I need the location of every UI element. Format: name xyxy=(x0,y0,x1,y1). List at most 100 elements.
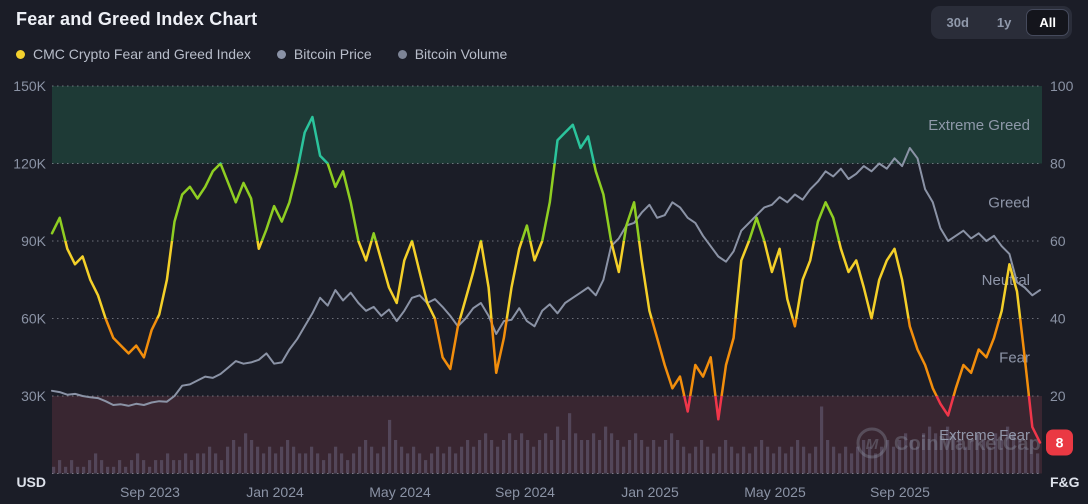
left-axis-tick: 90K xyxy=(21,233,47,249)
volume-bar xyxy=(454,453,458,474)
volume-bar xyxy=(838,453,842,474)
volume-bar xyxy=(922,433,926,474)
volume-bar xyxy=(124,466,128,474)
volume-bar xyxy=(1000,440,1004,474)
volume-bar xyxy=(196,453,200,474)
legend-dot-bitcoin-volume-icon xyxy=(397,49,407,59)
zone-band-extreme-greed xyxy=(52,86,1042,164)
volume-bar xyxy=(676,440,680,474)
volume-bar xyxy=(184,453,188,474)
volume-bar xyxy=(172,460,176,474)
x-axis-tick: May 2024 xyxy=(369,484,431,500)
x-axis-tick: Jan 2024 xyxy=(246,484,304,500)
volume-bar xyxy=(370,446,374,474)
volume-bar xyxy=(430,453,434,474)
legend-dot-bitcoin-price-icon xyxy=(276,49,286,59)
right-axis-tick: 100 xyxy=(1050,78,1074,94)
volume-bar xyxy=(220,460,224,474)
legend-item-bitcoin-price[interactable]: Bitcoin Price xyxy=(276,46,372,62)
volume-bar xyxy=(1036,453,1040,474)
volume-bar xyxy=(292,446,296,474)
legend-label-bitcoin-price: Bitcoin Price xyxy=(293,46,372,62)
volume-bar xyxy=(904,433,908,474)
volume-bar xyxy=(148,466,152,474)
volume-bar xyxy=(100,460,104,474)
watermark-logo: M CoinMarketCap xyxy=(856,427,1041,459)
volume-bar xyxy=(448,446,452,474)
volume-bar xyxy=(484,433,488,474)
volume-bar xyxy=(742,446,746,474)
x-axis-tick: Jan 2025 xyxy=(621,484,679,500)
legend-label-bitcoin-volume: Bitcoin Volume xyxy=(414,46,508,62)
volume-bar xyxy=(712,453,716,474)
volume-bar xyxy=(166,453,170,474)
volume-bar xyxy=(316,453,320,474)
range-button-1y[interactable]: 1y xyxy=(984,9,1024,36)
range-button-30d[interactable]: 30d xyxy=(934,9,982,36)
volume-bar xyxy=(886,440,890,474)
x-axis-tick: Sep 2023 xyxy=(120,484,180,500)
volume-bar xyxy=(640,440,644,474)
volume-bar xyxy=(346,460,350,474)
volume-bar xyxy=(106,466,110,474)
volume-bar xyxy=(946,426,950,474)
volume-bar xyxy=(442,453,446,474)
volume-bar xyxy=(304,453,308,474)
legend-dot-fear-greed-icon xyxy=(16,49,25,59)
volume-bar xyxy=(682,446,686,474)
volume-bar xyxy=(268,446,272,474)
volume-bar xyxy=(496,446,500,474)
volume-bar xyxy=(250,440,254,474)
volume-bar xyxy=(394,440,398,474)
volume-bar xyxy=(532,446,536,474)
volume-bar xyxy=(862,440,866,474)
volume-bar xyxy=(706,446,710,474)
volume-bar xyxy=(160,460,164,474)
current-value-badge xyxy=(1046,429,1073,456)
volume-bar xyxy=(730,446,734,474)
volume-bar xyxy=(424,460,428,474)
volume-bar xyxy=(178,460,182,474)
legend-item-fear-greed-index[interactable]: CMC Crypto Fear and Greed Index xyxy=(16,46,251,62)
fear-greed-line xyxy=(50,115,1042,444)
volume-bar xyxy=(280,446,284,474)
volume-bar xyxy=(118,460,122,474)
range-button-all[interactable]: All xyxy=(1026,9,1069,36)
right-axis-tick: 60 xyxy=(1050,233,1066,249)
left-axis-unit-label: USD xyxy=(16,474,46,490)
x-axis-tick: Sep 2025 xyxy=(870,484,930,500)
volume-bar xyxy=(778,446,782,474)
volume-bar xyxy=(964,446,968,474)
volume-bar xyxy=(328,453,332,474)
volume-bar xyxy=(724,440,728,474)
right-axis-tick: 80 xyxy=(1050,156,1066,172)
legend-item-bitcoin-volume[interactable]: Bitcoin Volume xyxy=(397,46,508,62)
volume-bar xyxy=(694,446,698,474)
chart-legend: CMC Crypto Fear and Greed Index Bitcoin … xyxy=(16,46,507,62)
volume-bar xyxy=(790,446,794,474)
zone-label-greed: Greed xyxy=(988,194,1030,211)
volume-bar xyxy=(1012,433,1016,474)
volume-bar xyxy=(322,460,326,474)
volume-bar xyxy=(760,440,764,474)
volume-bar xyxy=(52,466,56,474)
left-axis-tick: 150K xyxy=(13,78,46,94)
bitcoin-price-line xyxy=(51,147,1041,407)
volume-bar xyxy=(238,446,242,474)
svg-text:M: M xyxy=(866,436,879,453)
right-axis-tick: 20 xyxy=(1050,388,1066,404)
volume-bar xyxy=(538,440,542,474)
volume-bar xyxy=(928,426,932,474)
volume-bar xyxy=(82,466,86,474)
volume-bar xyxy=(820,406,824,474)
volume-bar xyxy=(958,440,962,474)
volume-bar xyxy=(358,446,362,474)
volume-bar xyxy=(688,453,692,474)
volume-bar xyxy=(436,446,440,474)
volume-bar xyxy=(226,446,230,474)
volume-bar xyxy=(562,440,566,474)
volume-bar xyxy=(556,426,560,474)
volume-bar xyxy=(58,460,62,474)
